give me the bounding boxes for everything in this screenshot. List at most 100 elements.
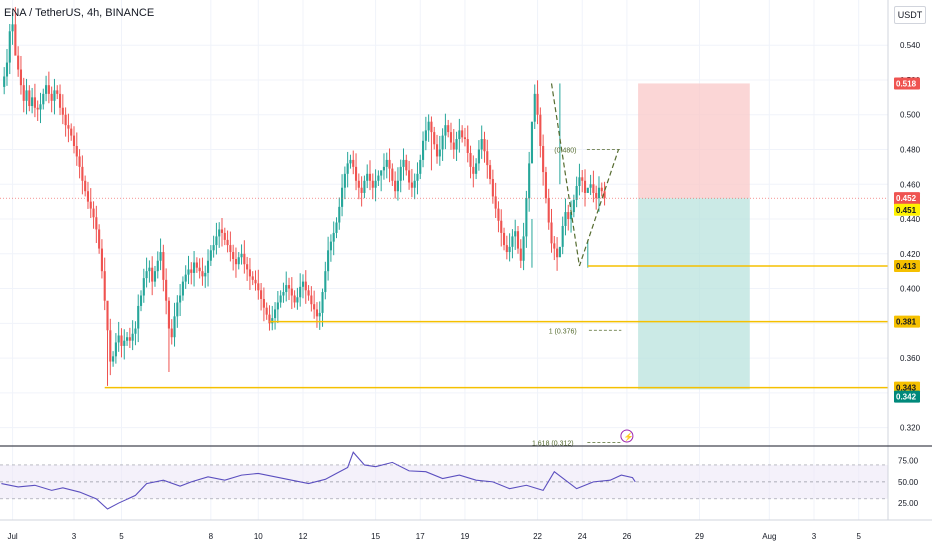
candle-body xyxy=(8,31,11,63)
candle-body xyxy=(572,199,575,213)
candle-body xyxy=(103,271,106,301)
candle-body xyxy=(75,146,78,157)
candle-body xyxy=(360,187,363,193)
candle-body xyxy=(232,252,235,260)
candle-body xyxy=(47,85,50,94)
candle-body xyxy=(251,276,254,280)
candle-body xyxy=(19,69,23,86)
candle-body xyxy=(179,295,182,303)
currency-button[interactable]: USDT xyxy=(894,6,926,24)
candle-body xyxy=(265,307,268,315)
price-tick-label: 0.500 xyxy=(900,111,921,120)
candle-body xyxy=(329,241,332,251)
candle-body xyxy=(357,180,360,188)
price-axis: 0.5400.5200.5000.4800.4600.4400.4200.400… xyxy=(0,0,932,521)
candle-body xyxy=(151,267,154,282)
candle-body xyxy=(234,259,238,265)
rsi-tick-label: 50.00 xyxy=(898,478,919,487)
candle-body xyxy=(405,159,408,171)
candle-body xyxy=(569,212,573,220)
candle-body xyxy=(421,140,425,160)
candle-body xyxy=(134,328,137,334)
price-tick-label: 0.360 xyxy=(900,354,921,363)
price-tick-label: 0.540 xyxy=(900,41,921,50)
candle-body xyxy=(536,93,539,115)
candle-body xyxy=(374,180,377,188)
candle-body xyxy=(128,337,131,341)
candle-body xyxy=(70,128,73,136)
candle-body xyxy=(282,292,285,296)
stop-price-badge-label: 0.518 xyxy=(896,79,917,88)
candle-body xyxy=(603,191,606,199)
candle-body xyxy=(399,166,402,181)
candle-body xyxy=(511,236,514,247)
candle-body xyxy=(246,264,249,270)
candle-body xyxy=(153,271,157,282)
candle-body xyxy=(461,130,464,138)
candle-body xyxy=(413,180,416,188)
candle-body xyxy=(307,290,310,296)
candle-body xyxy=(170,328,173,338)
candle-body xyxy=(165,279,168,301)
symbol-title: ENA / TetherUS, 4h, BINANCE xyxy=(4,7,155,19)
candle-body xyxy=(508,246,511,253)
price-tick-label: 0.400 xyxy=(900,285,921,294)
candle-body xyxy=(193,262,196,273)
candle-body xyxy=(327,250,330,272)
candle-body xyxy=(137,305,140,329)
candle-body xyxy=(142,278,145,296)
candle-body xyxy=(254,279,257,284)
candle-body xyxy=(187,269,190,275)
candle-body xyxy=(201,271,204,277)
candle-body xyxy=(550,222,553,244)
candle-body xyxy=(578,177,581,186)
candle-body xyxy=(600,187,603,192)
rsi-line xyxy=(1,451,636,510)
candle-body xyxy=(466,139,469,153)
candle-body xyxy=(343,173,346,188)
candle-body xyxy=(112,356,115,362)
candle-body xyxy=(304,281,307,291)
candle-body xyxy=(475,163,478,174)
candle-body xyxy=(547,198,550,223)
candle-body xyxy=(262,298,265,308)
candle-body xyxy=(313,304,316,310)
candle-body xyxy=(273,309,277,319)
candle-body xyxy=(394,180,397,192)
candle-body xyxy=(301,281,305,287)
candle-body xyxy=(380,170,383,176)
candle-body xyxy=(354,166,358,181)
time-tick-label: Jul xyxy=(7,532,17,541)
target-price-badge xyxy=(894,390,920,403)
candle-body xyxy=(190,269,193,273)
candle-body xyxy=(56,90,59,94)
time-axis: Jul 3 5 8 10 12 15 17 19 22 24 26 29 Aug 3 5 xyxy=(7,532,861,541)
candle-body xyxy=(321,292,324,313)
price-tick-label: 0.480 xyxy=(900,145,921,154)
candle-body xyxy=(296,297,299,303)
time-tick-label: 19 xyxy=(460,532,469,541)
candle-body xyxy=(430,121,433,133)
candle-body xyxy=(72,135,76,147)
candle-body xyxy=(95,217,98,230)
fib-level-label: 1 (0.376) xyxy=(549,328,577,335)
candle-body xyxy=(215,236,218,246)
target-price-badge-label: 0.342 xyxy=(896,393,917,402)
candle-body xyxy=(528,163,531,199)
level-price-badge xyxy=(894,259,920,272)
candle-body xyxy=(480,139,483,150)
rsi-tick-label: 75.00 xyxy=(898,457,919,466)
candle-body xyxy=(522,236,525,261)
level-price-badge-label: 0.413 xyxy=(896,262,917,271)
candle-body xyxy=(427,121,430,131)
candles xyxy=(3,6,606,386)
time-tick-label: 22 xyxy=(533,532,542,541)
candle-body xyxy=(556,248,559,258)
level-price-badge-label: 0.381 xyxy=(896,318,917,327)
candle-body xyxy=(50,93,53,101)
candle-body xyxy=(14,24,17,56)
candle-body xyxy=(123,340,126,346)
lightning-glyph: ⚡ xyxy=(624,432,634,442)
price-tick-label: 0.420 xyxy=(900,250,921,259)
